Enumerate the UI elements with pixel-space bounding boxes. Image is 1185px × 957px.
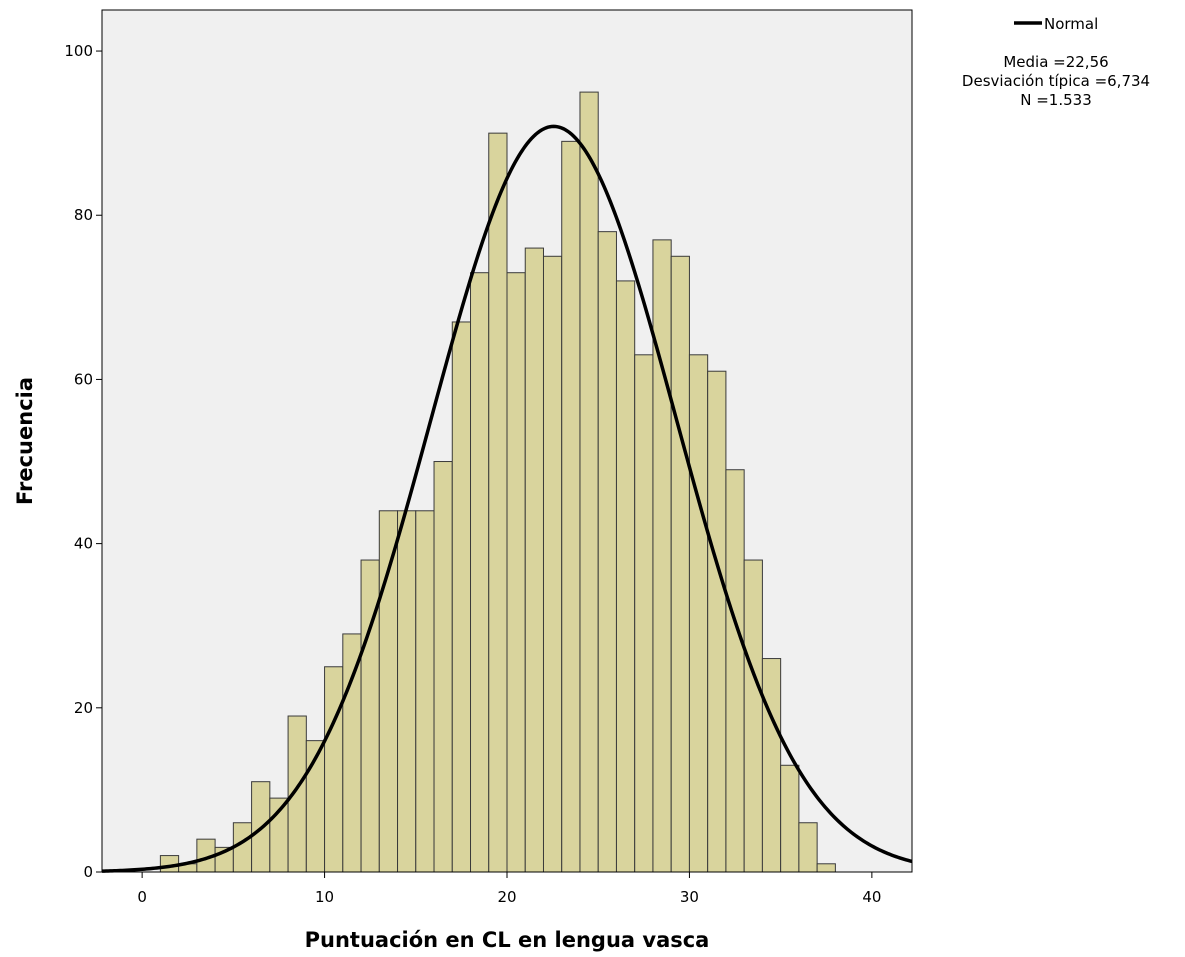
y-axis: 0 20 40 60 80 100	[64, 42, 102, 881]
y-tick-label: 100	[64, 42, 93, 60]
histogram-bar	[597, 231, 617, 873]
legend-stat-n: N =1.533	[1020, 91, 1092, 109]
histogram-bar	[743, 559, 763, 873]
histogram-bar	[415, 510, 435, 873]
histogram-bar	[488, 132, 508, 873]
bars-group	[159, 91, 836, 873]
histogram-bar	[451, 321, 472, 873]
x-axis: 0 10 20 30 40	[137, 872, 881, 906]
x-tick-label: 30	[680, 888, 699, 906]
y-tick-label: 60	[74, 370, 93, 388]
y-tick-label: 0	[83, 863, 93, 881]
x-tick-label: 40	[862, 888, 881, 906]
x-axis-title: Puntuación en CL en lengua vasca	[305, 928, 710, 952]
histogram-bar	[561, 140, 581, 873]
histogram-bar	[324, 666, 344, 873]
histogram-bar	[670, 255, 690, 873]
y-axis-title: Frecuencia	[13, 377, 37, 505]
y-tick-label: 20	[74, 699, 93, 717]
y-tick-label: 40	[74, 535, 93, 553]
histogram-bar	[542, 255, 563, 873]
histogram-bar	[397, 510, 417, 873]
histogram-bar	[579, 91, 599, 873]
x-tick-label: 0	[137, 888, 147, 906]
histogram-bar	[798, 822, 818, 873]
histogram-bar	[816, 863, 836, 873]
legend-stat-sd: Desviación típica =6,734	[962, 72, 1150, 90]
histogram-bar	[761, 658, 782, 873]
histogram-bar	[433, 461, 453, 873]
histogram-bar	[470, 272, 490, 873]
histogram-bar	[615, 280, 636, 873]
histogram-bar	[342, 633, 362, 873]
histogram-bar	[725, 469, 745, 873]
histogram-bar	[688, 354, 709, 873]
legend: Normal Media =22,56 Desviación típica =6…	[962, 15, 1150, 109]
normal-curve	[101, 124, 913, 873]
histogram-bar	[652, 239, 672, 873]
legend-stat-mean: Media =22,56	[1003, 53, 1108, 71]
histogram-bar	[524, 247, 544, 873]
x-tick-label: 20	[497, 888, 516, 906]
legend-normal-label: Normal	[1044, 15, 1098, 33]
x-tick-label: 10	[315, 888, 334, 906]
histogram-bar	[634, 354, 654, 873]
y-tick-label: 80	[74, 206, 93, 224]
histogram-bar	[506, 272, 526, 873]
histogram-bar	[707, 370, 727, 873]
histogram-bar	[780, 764, 800, 873]
